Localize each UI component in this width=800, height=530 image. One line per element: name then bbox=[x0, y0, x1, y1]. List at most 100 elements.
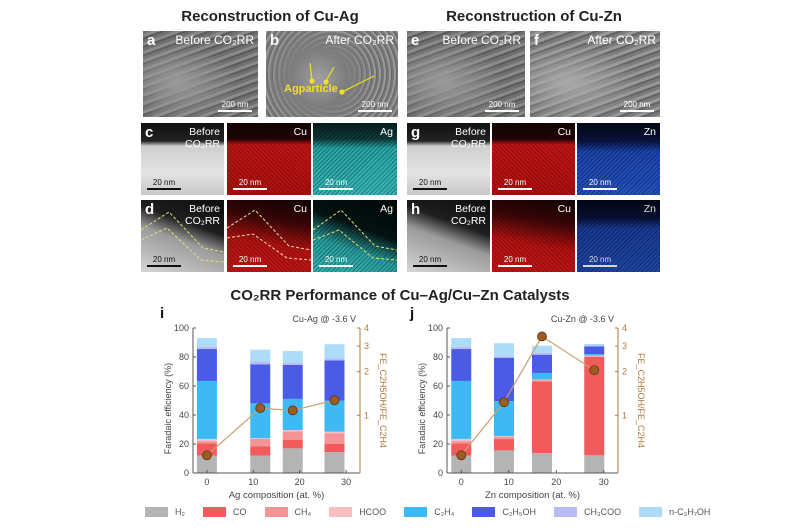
scale-bar-label: 200 nm bbox=[623, 100, 651, 109]
scale-bar-label: 20 nm bbox=[503, 178, 527, 187]
panel-label: d bbox=[145, 201, 155, 218]
scale-bar-label: 20 nm bbox=[503, 255, 527, 264]
bar-chcoo bbox=[196, 346, 217, 350]
bar-hcoo bbox=[451, 438, 472, 442]
legend-label: H₂ bbox=[175, 507, 185, 517]
bar-h bbox=[532, 452, 552, 473]
scale-bar: 200 nm bbox=[620, 100, 654, 112]
scale-bar-label: 200 nm bbox=[221, 100, 249, 109]
bar-co bbox=[196, 443, 217, 456]
caption-line1: Before bbox=[455, 126, 486, 138]
caption-line1: Before bbox=[189, 126, 220, 138]
image-caption: Before CO₂RR bbox=[175, 33, 254, 47]
element-label: Cu bbox=[557, 203, 571, 215]
legend-swatch bbox=[203, 507, 226, 517]
ratio-line bbox=[206, 399, 335, 456]
element-label: Ag bbox=[380, 126, 393, 138]
cu-map-d: Cu 20 nm bbox=[227, 200, 311, 272]
caption-line1: Before bbox=[189, 203, 220, 215]
panel-label: c bbox=[145, 124, 154, 141]
element-label: Zn bbox=[643, 126, 656, 138]
ag-map-c: Ag 20 nm bbox=[313, 123, 397, 195]
ratio-point bbox=[499, 397, 509, 408]
y-tick-label: 0 bbox=[438, 468, 443, 478]
panel-label: i bbox=[160, 305, 164, 322]
bar-nchoh bbox=[282, 351, 303, 363]
cu-ag-title: Reconstruction of Cu-Ag bbox=[181, 8, 359, 25]
legend-item: CO bbox=[203, 507, 247, 517]
scale-bar: 200 nm bbox=[485, 100, 519, 112]
bar-hcoo bbox=[282, 430, 303, 432]
bar-co bbox=[584, 357, 605, 456]
y-tick-label: 100 bbox=[428, 323, 443, 333]
image-caption: After CO₂RR bbox=[587, 33, 656, 47]
legend-item: CH₄ bbox=[264, 507, 311, 517]
y-tick-label: 60 bbox=[179, 381, 189, 391]
ratio-point bbox=[537, 331, 547, 342]
scale-bar-label: 20 nm bbox=[588, 255, 612, 264]
caption-line2: CO₂RR bbox=[451, 215, 486, 227]
bar-h bbox=[282, 448, 303, 473]
x-tick-label: 30 bbox=[341, 477, 351, 487]
bar-ch bbox=[532, 372, 552, 380]
bar-choh bbox=[282, 364, 303, 399]
bar-nchoh bbox=[451, 338, 472, 347]
image-caption: Before CO₂RR bbox=[451, 203, 486, 227]
cu-map-h: Cu 20 nm bbox=[492, 200, 575, 272]
bar-chcoo bbox=[494, 356, 514, 358]
scale-bar: 20 nm bbox=[583, 255, 617, 267]
panel-label: f bbox=[534, 32, 539, 49]
condition-annotation: Cu-Zn @ -3.6 V bbox=[551, 314, 614, 324]
bar-h bbox=[584, 455, 605, 473]
bar-choh bbox=[196, 349, 217, 381]
bar-ch bbox=[196, 441, 217, 444]
legend-swatch bbox=[145, 507, 168, 517]
scale-bar-label: 20 nm bbox=[418, 178, 442, 187]
bar-h bbox=[324, 452, 345, 473]
panel-label: g bbox=[411, 124, 421, 141]
sem-image-f: f After CO₂RR 200 nm bbox=[530, 31, 660, 117]
bar-chcoo bbox=[324, 358, 345, 361]
condition-annotation: Cu-Ag @ -3.6 V bbox=[292, 314, 356, 324]
bar-h bbox=[494, 450, 514, 473]
boundary-outline bbox=[141, 211, 224, 263]
bar-hcoo bbox=[196, 438, 217, 442]
scale-bar-label: 20 nm bbox=[152, 255, 176, 264]
bar-chcoo bbox=[584, 345, 605, 347]
panel-label: e bbox=[411, 32, 420, 49]
image-caption: Before CO₂RR bbox=[442, 33, 521, 47]
y-tick-label: 40 bbox=[179, 410, 189, 420]
scale-bar: 20 nm bbox=[147, 178, 181, 190]
boundary-outline bbox=[313, 209, 397, 261]
ag-particle-annotation: Agparticle bbox=[284, 83, 338, 95]
scale-bar: 20 nm bbox=[319, 255, 353, 267]
legend-label: n-C₃H₇OH bbox=[669, 507, 711, 517]
y2-tick-label: 2 bbox=[622, 367, 627, 377]
y2-axis-label: FE_C2H5OH/FE_C2H4 bbox=[636, 353, 646, 448]
bar-ch bbox=[282, 431, 303, 440]
bar-hcoo bbox=[532, 379, 552, 381]
y2-tick-label: 1 bbox=[364, 410, 369, 420]
ratio-point bbox=[329, 395, 340, 406]
x-tick-label: 0 bbox=[459, 477, 464, 487]
haadf-image-c: c Before CO₂RR 20 nm bbox=[141, 123, 224, 195]
ag-map-d: Ag 20 nm bbox=[313, 200, 397, 272]
x-tick-label: 10 bbox=[504, 477, 514, 487]
scale-bar-label: 20 nm bbox=[238, 178, 262, 187]
element-label: Zn bbox=[643, 203, 656, 215]
y2-tick-label: 2 bbox=[364, 367, 369, 377]
scale-bar: 20 nm bbox=[413, 178, 447, 190]
zn-map-g: Zn 20 nm bbox=[577, 123, 660, 195]
element-label: Ag bbox=[380, 203, 393, 215]
legend-item: CH₃COO bbox=[553, 507, 621, 517]
scale-bar: 20 nm bbox=[233, 255, 267, 267]
bar-ch bbox=[584, 356, 605, 357]
y-tick-label: 80 bbox=[179, 352, 189, 362]
image-caption: Before CO₂RR bbox=[185, 203, 220, 227]
y2-tick-label: 1 bbox=[622, 410, 627, 420]
scale-bar-label: 200 nm bbox=[488, 100, 516, 109]
scale-bar: 200 nm bbox=[218, 100, 252, 112]
legend-label: C₂H₅OH bbox=[502, 507, 536, 517]
arrow-annotations bbox=[309, 62, 375, 95]
